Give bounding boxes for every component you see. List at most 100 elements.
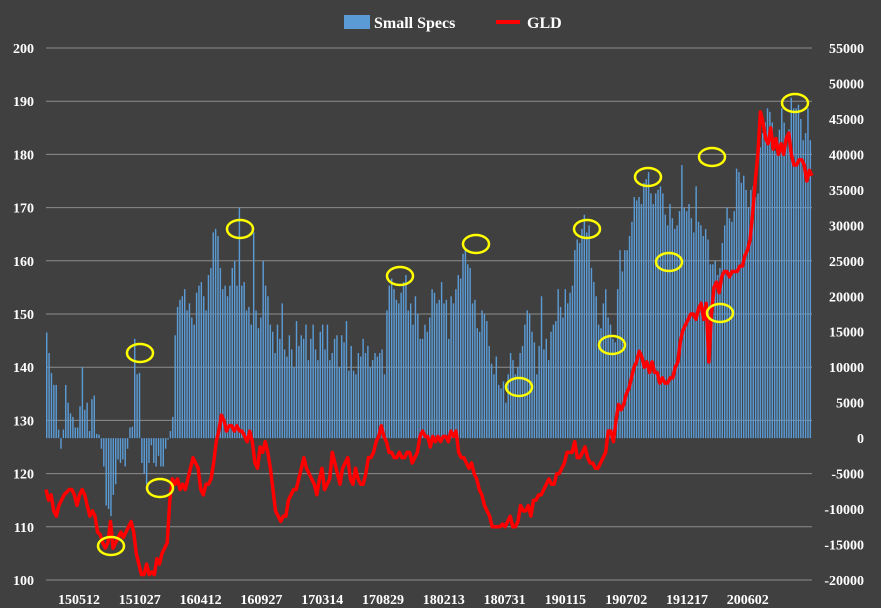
small-specs-bar — [60, 438, 62, 449]
small-specs-bar — [238, 207, 241, 439]
small-specs-bar — [229, 285, 231, 439]
highlight-circle — [572, 218, 602, 240]
small-specs-bar — [129, 427, 131, 439]
right-tick-label: 25000 — [829, 255, 864, 270]
small-specs-bar — [493, 374, 495, 439]
small-specs-bar — [210, 267, 212, 439]
small-specs-bar — [790, 97, 793, 439]
small-specs-bar — [412, 324, 414, 439]
small-specs-bar — [733, 211, 735, 439]
small-specs-bar — [241, 285, 243, 439]
small-specs-bar — [704, 228, 707, 439]
small-specs-bar — [283, 349, 286, 439]
small-specs-bar — [631, 221, 633, 439]
small-specs-bar — [76, 427, 79, 439]
small-specs-bar — [193, 324, 195, 439]
highlight-circles — [96, 92, 810, 557]
small-specs-bar — [564, 289, 567, 439]
small-specs-bar — [528, 314, 531, 439]
small-specs-bar — [148, 438, 150, 463]
small-specs-bar — [612, 338, 614, 439]
small-specs-bar — [57, 429, 60, 439]
small-specs-bar — [314, 349, 317, 439]
small-specs-bar — [136, 374, 138, 439]
legend-label-small-specs: Small Specs — [374, 15, 455, 32]
small-specs-bar — [457, 274, 459, 439]
small-specs-bar — [164, 438, 167, 449]
highlight-circle — [504, 376, 534, 398]
small-specs-bar — [93, 395, 96, 439]
x-axis: 150512 151027 160412 160927 170314 170829 1802… — [58, 593, 769, 608]
small-specs-bar — [783, 122, 785, 439]
left-tick-label: 120 — [13, 468, 34, 483]
right-tick-label: 30000 — [829, 219, 864, 234]
small-specs-bar — [602, 303, 605, 439]
x-tick-label: 190115 — [545, 593, 586, 608]
small-specs-bar — [676, 225, 678, 439]
small-specs-bar — [355, 374, 357, 439]
small-specs-bar — [607, 317, 609, 439]
small-specs-bar — [390, 278, 393, 439]
small-specs-bar — [48, 353, 50, 439]
small-specs-bar — [340, 335, 343, 439]
small-specs-bar — [671, 218, 674, 439]
left-tick-label: 170 — [13, 202, 34, 217]
small-specs-bar — [662, 193, 664, 439]
small-specs-bar — [500, 388, 502, 439]
small-specs-bar — [452, 303, 455, 439]
small-specs-bar — [809, 140, 812, 439]
right-tick-label: 40000 — [829, 148, 864, 163]
x-tick-label: 170829 — [362, 593, 404, 608]
small-specs-bar — [486, 321, 488, 439]
small-specs-bar — [557, 289, 559, 439]
left-axis: 100 110 120 130 140 150 160 170 180 190 200 — [13, 42, 34, 589]
left-tick-label: 180 — [13, 148, 34, 163]
right-tick-label: 20000 — [829, 290, 864, 305]
small-specs-bar — [666, 225, 669, 439]
small-specs-bar — [578, 243, 581, 439]
gld-line-layer — [44, 110, 814, 577]
small-specs-bar — [555, 321, 557, 439]
small-specs-bar — [638, 196, 640, 439]
small-specs-bar — [419, 338, 421, 439]
small-specs-bar — [659, 186, 662, 439]
small-specs-bar — [778, 129, 781, 439]
highlight-circle — [96, 535, 126, 557]
right-tick-label: 15000 — [829, 326, 864, 341]
legend-label-gld: GLD — [527, 15, 562, 32]
small-specs-bar — [79, 406, 81, 439]
right-tick-label: 45000 — [829, 113, 864, 128]
small-specs-bar — [100, 438, 103, 449]
small-specs-bar — [383, 374, 386, 439]
small-specs-bar — [46, 332, 48, 439]
small-specs-bar — [217, 235, 219, 439]
small-specs-bar — [512, 360, 514, 439]
small-specs-bar — [348, 370, 350, 439]
small-specs-bar — [174, 335, 176, 439]
small-specs-bar — [326, 324, 329, 439]
small-specs-bar — [295, 321, 298, 439]
right-tick-label: 35000 — [829, 184, 864, 199]
small-specs-bar — [586, 232, 588, 439]
small-specs-bar — [702, 235, 704, 439]
highlight-circle — [705, 302, 735, 324]
small-specs-bar — [562, 317, 564, 439]
small-specs-bar — [802, 140, 804, 439]
small-specs-bar — [635, 200, 638, 439]
small-specs-bar — [678, 211, 681, 439]
small-specs-bar — [455, 289, 457, 439]
small-specs-bar — [426, 331, 429, 439]
small-specs-bar — [616, 289, 619, 439]
small-specs-bar — [693, 232, 695, 439]
right-tick-label: 55000 — [829, 42, 864, 57]
small-specs-bar — [509, 353, 512, 439]
small-specs-bar — [559, 306, 562, 439]
small-specs-bar — [429, 317, 431, 439]
small-specs-bar — [402, 282, 405, 439]
small-specs-bar — [759, 147, 762, 439]
small-specs-bar — [293, 367, 295, 439]
small-specs-bar — [65, 384, 67, 439]
small-specs-bar — [683, 207, 685, 439]
small-specs-bar — [507, 374, 509, 439]
